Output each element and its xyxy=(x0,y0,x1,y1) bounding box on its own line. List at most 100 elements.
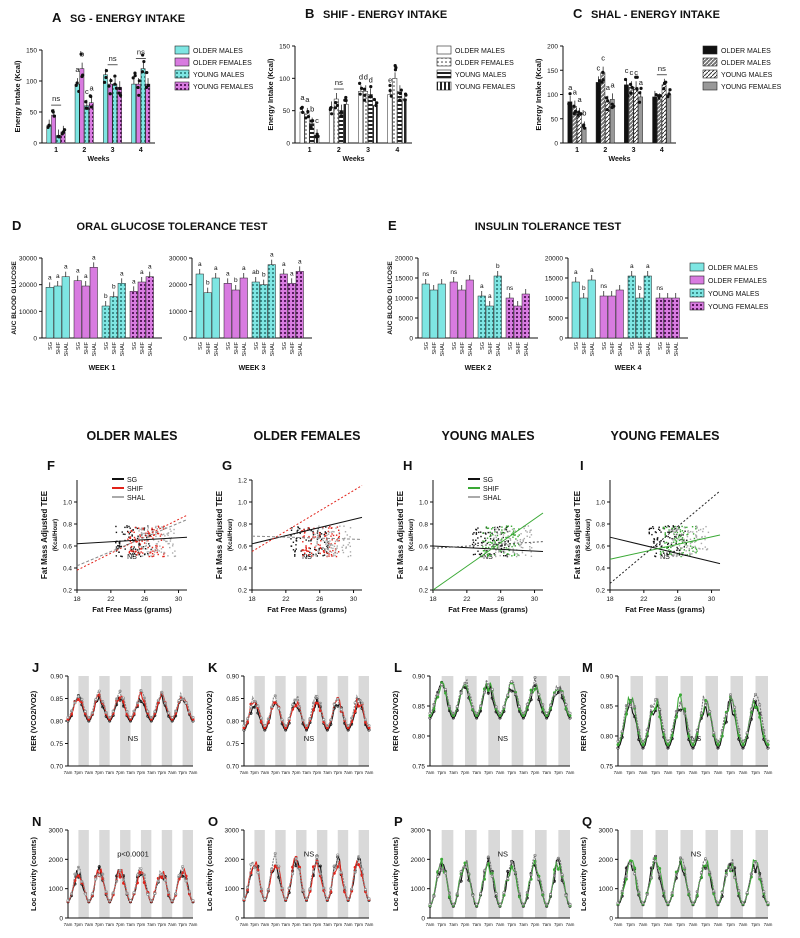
panel-f-data-point xyxy=(167,555,169,557)
panel-d-bar xyxy=(81,285,90,339)
panel-h-data-point xyxy=(513,544,515,547)
panel-n-x-tick-label: 7am xyxy=(64,922,73,927)
panel-i-data-point xyxy=(664,525,667,528)
panel-g-data-point xyxy=(319,536,321,538)
panel-e-x-tick-label: SHAL xyxy=(674,342,680,356)
panel-g-data-point xyxy=(317,549,319,551)
panel-i-data-point xyxy=(673,550,675,553)
panel-h-data-point xyxy=(489,538,492,540)
panel-h-data-point xyxy=(484,532,487,534)
panel-b-data-point xyxy=(389,94,393,98)
panel-o-y-tick-label: 0 xyxy=(235,916,239,923)
panel-i-data-point xyxy=(678,554,681,556)
panel-g-data-point xyxy=(294,553,296,556)
panel-f-data-point xyxy=(129,531,132,533)
panel-j-note: NS xyxy=(128,734,138,743)
panel-b-data-point xyxy=(306,109,310,114)
panel-i-data-point xyxy=(686,545,689,547)
panel-g-data-point xyxy=(319,544,321,546)
panel-i-data-point xyxy=(704,535,706,538)
panel-b-sig-label: c xyxy=(315,116,319,125)
panel-g-data-point xyxy=(297,527,300,529)
panel-o-x-tick-label: 7pm xyxy=(333,922,342,927)
panel-e-y-tick-label: 5000 xyxy=(549,316,564,323)
panel-e-x-tick-label: SHIF xyxy=(432,341,438,354)
panel-j-y-tick-label: 0.70 xyxy=(50,764,63,771)
panel-c-x-label: Weeks xyxy=(608,156,630,163)
panel-g-data-point xyxy=(344,537,346,539)
panel-p-panel-letter: P xyxy=(394,814,403,829)
panel-h-data-point xyxy=(527,525,530,527)
panel-a-title: SG - ENERGY INTAKE xyxy=(70,13,185,25)
panel-f-data-point xyxy=(154,546,157,549)
panel-h-data-point xyxy=(503,550,505,552)
panel-m-x-tick-label: 7pm xyxy=(676,770,685,775)
panel-h-data-point xyxy=(505,526,508,529)
panel-b-data-point xyxy=(362,98,367,102)
panel-f-data-point xyxy=(169,546,171,549)
panel-c-data-point xyxy=(623,77,628,82)
panel-g-data-point xyxy=(308,554,310,556)
panel-d-x-tick-label: SHAL xyxy=(64,342,70,356)
panel-f-data-point xyxy=(149,552,151,554)
panel-g-data-point xyxy=(328,545,330,547)
panel-g-data-point xyxy=(299,537,302,540)
panel-h-legend-label: SHAL xyxy=(483,495,501,502)
panel-n-night-band xyxy=(140,830,152,918)
panel-i-data-point xyxy=(695,528,697,530)
panel-f-data-point xyxy=(151,552,154,555)
panel-f-data-point xyxy=(132,548,135,550)
panel-g-data-point xyxy=(301,549,303,552)
panel-b-panel-letter: B xyxy=(305,6,314,21)
panel-a-data-point xyxy=(113,74,117,78)
panel-f-data-point xyxy=(124,526,126,529)
panel-k-night-band xyxy=(316,676,328,766)
panel-h-data-point xyxy=(484,537,486,540)
panel-g-data-point xyxy=(327,533,330,535)
panel-i-data-point xyxy=(694,551,696,553)
panel-i-data-point xyxy=(668,529,670,531)
panel-j-series-line xyxy=(67,692,194,722)
panel-c-data-point xyxy=(635,87,639,91)
panel-h-data-point xyxy=(485,550,487,553)
panel-h-data-point xyxy=(514,534,516,536)
panel-h-x-tick-label: 22 xyxy=(463,596,471,603)
panel-g-data-point xyxy=(294,551,296,553)
panel-b-legend-swatch xyxy=(436,81,452,91)
panel-f-data-point xyxy=(128,552,131,554)
panel-h-x-tick-label: 18 xyxy=(429,596,437,603)
panel-e-week-label: WEEK 4 xyxy=(615,365,642,372)
panel-g-data-point xyxy=(327,544,329,546)
panel-f-data-point xyxy=(163,555,165,558)
panel-p-night-band xyxy=(535,830,547,918)
panel-h-data-point xyxy=(474,553,476,556)
panel-f-data-point xyxy=(155,525,157,528)
panel-g-data-point xyxy=(336,526,339,528)
panel-c-sig-label: a xyxy=(573,88,578,97)
panel-h-data-point xyxy=(494,551,497,554)
panel-f-data-point xyxy=(168,542,170,545)
panel-f-data-point xyxy=(126,530,129,533)
panel-f-data-point xyxy=(162,528,165,530)
panel-g-data-point xyxy=(332,549,334,552)
panel-g-data-point xyxy=(310,552,313,554)
panel-h-data-point xyxy=(508,530,511,532)
panel-e-bar xyxy=(493,275,502,339)
panel-c-data-point xyxy=(582,126,587,130)
panel-d-x-tick-label: SG xyxy=(104,342,110,350)
panel-h-data-point xyxy=(489,553,491,555)
panel-e-y-tick-label: 0 xyxy=(409,336,413,343)
panel-k-y-tick-label: 0.70 xyxy=(226,764,239,771)
panel-f-data-point xyxy=(162,539,165,541)
panel-i-data-point xyxy=(686,535,689,538)
panel-a-bar xyxy=(145,83,151,144)
panel-f-x-label: Fat Free Mass (grams) xyxy=(92,605,172,614)
panel-f-data-point xyxy=(130,529,133,532)
panel-g-data-point xyxy=(334,542,336,545)
panel-h-data-point xyxy=(513,553,516,555)
panel-b-sig-label: a xyxy=(300,93,305,102)
panel-l-y-tick-label: 0.75 xyxy=(412,764,425,771)
panel-f-data-point xyxy=(155,545,157,547)
panel-f-data-point xyxy=(139,544,141,546)
panel-h-data-point xyxy=(522,540,524,542)
